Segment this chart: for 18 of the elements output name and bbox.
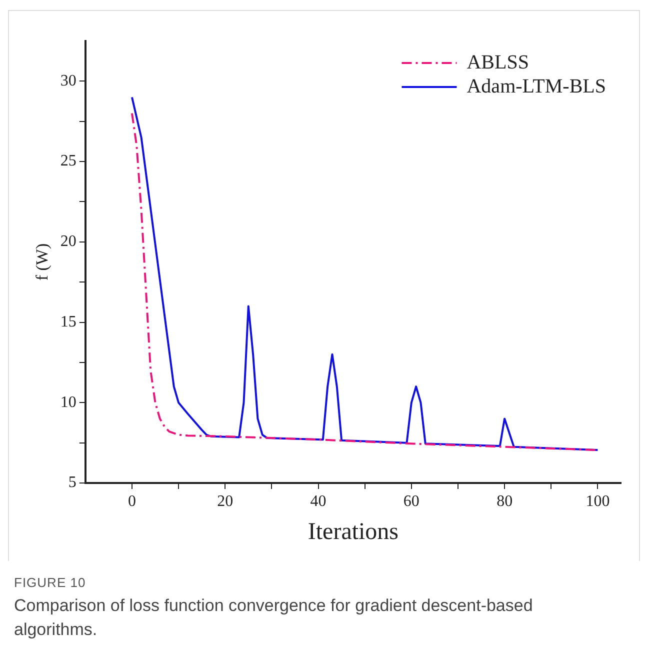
y-tick-label: 10: [60, 394, 76, 411]
y-tick-label: 20: [60, 233, 76, 250]
x-axis-title: Iterations: [308, 518, 399, 545]
x-tick-label: 80: [496, 492, 513, 510]
caption: FIGURE 10: [14, 575, 87, 590]
x-tick-label: 20: [217, 492, 234, 510]
y-tick-label: 5: [68, 474, 76, 492]
x-tick-label: 100: [586, 492, 610, 510]
y-tick-label: 15: [60, 313, 76, 330]
x-tick-label: 60: [403, 492, 420, 510]
y-tick-label: 30: [60, 72, 76, 90]
y-axis-title: f (W): [32, 243, 52, 281]
y-tick-label: 25: [60, 152, 76, 170]
legend-label: Adam-LTM-BLS: [466, 75, 606, 98]
legend-label: ABLSS: [466, 51, 529, 74]
x-tick-label: 40: [310, 492, 326, 510]
text: Comparison of loss function convergence for gradient descent-based algorithms.: [14, 595, 534, 641]
x-tick-label: 0: [128, 492, 136, 510]
